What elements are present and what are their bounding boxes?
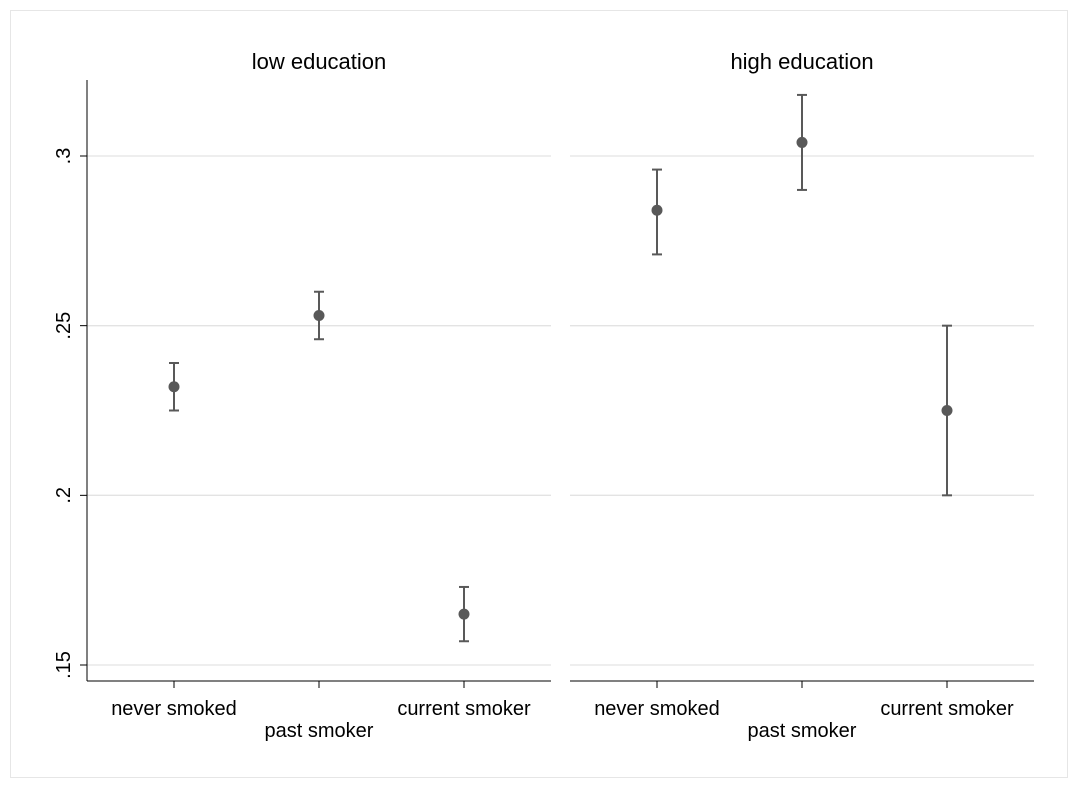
x-tick-label: current smoker [880, 698, 1014, 720]
data-point-group [796, 93, 808, 191]
panel-low-education: low education never smoked past smoker curr… [87, 49, 551, 742]
y-tick-label: .3 [53, 148, 75, 165]
data-point [168, 381, 180, 393]
y-tick-label: .25 [53, 312, 75, 340]
data-point [458, 608, 470, 620]
data-point [651, 204, 663, 216]
panel-title: low education [252, 49, 387, 74]
x-tick-label: past smoker [265, 720, 374, 742]
chart-frame [10, 10, 1068, 778]
data-point-group [651, 168, 663, 256]
y-tick-label: .2 [53, 487, 75, 504]
x-tick-label: never smoked [111, 698, 237, 720]
data-point-group [458, 585, 470, 643]
y-tick-label: .15 [53, 651, 75, 679]
x-tick-label: past smoker [748, 720, 857, 742]
x-tick-label: never smoked [594, 698, 720, 720]
data-point [313, 309, 325, 321]
data-point [941, 405, 953, 416]
panel-high-education: high education never smoked past smoker cur… [570, 49, 1034, 742]
x-tick-label: current smoker [397, 698, 531, 720]
data-point-group [168, 361, 180, 412]
data-point-group [941, 324, 953, 497]
panel-title: high education [730, 49, 873, 74]
data-point [796, 136, 808, 148]
data-point-group [313, 290, 325, 341]
